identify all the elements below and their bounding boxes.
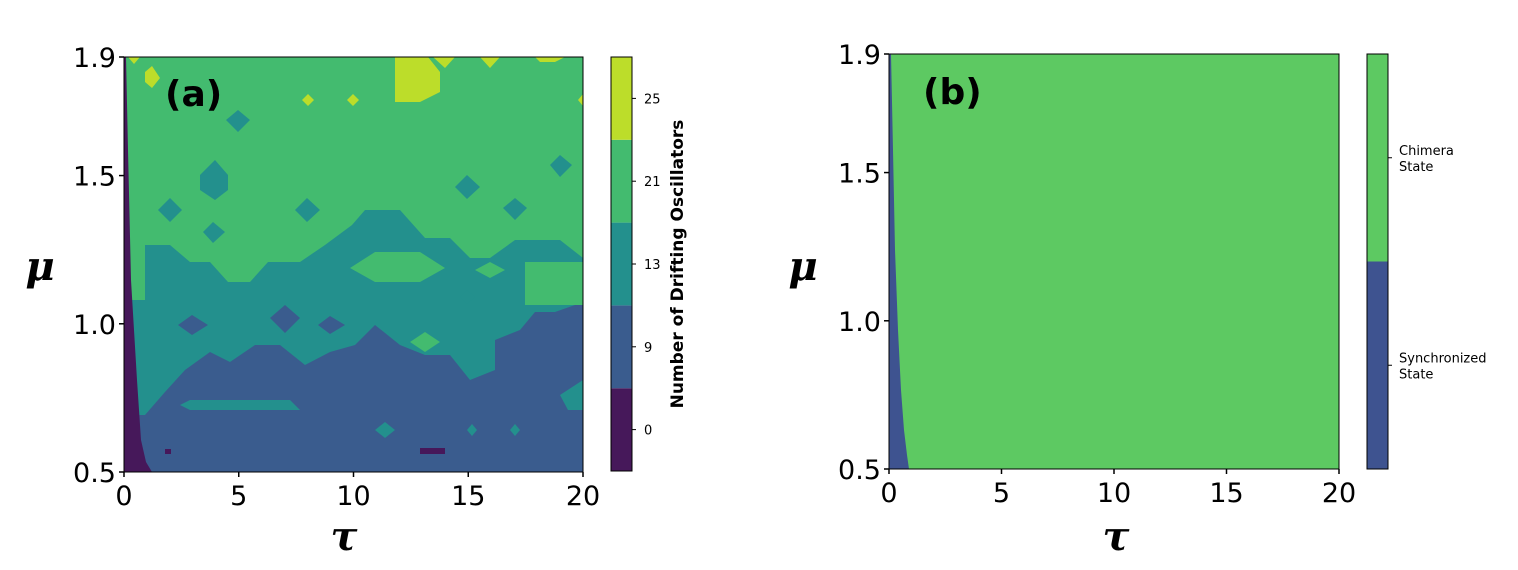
colorbar-a-tick-label: 13 bbox=[644, 258, 661, 273]
region-synchronized-state bbox=[889, 54, 909, 469]
region-level-13-island bbox=[455, 175, 480, 199]
y-tick-label: 1.0 bbox=[73, 310, 116, 341]
y-tick-label: 0.5 bbox=[73, 458, 116, 489]
region-chimera-state bbox=[889, 54, 1339, 469]
x-tick-label: 10 bbox=[336, 481, 370, 512]
y-tick-label: 1.5 bbox=[838, 159, 881, 190]
region-level-9-island bbox=[178, 315, 208, 335]
y-tick-label: 1.9 bbox=[838, 40, 881, 71]
colorbar-a-level bbox=[611, 139, 632, 223]
region-level-25 bbox=[302, 94, 314, 106]
region-level-13-island bbox=[550, 155, 572, 177]
y-tick-label: 0.5 bbox=[838, 455, 881, 486]
colorbar-b-tick-label: Chimera State bbox=[1399, 144, 1454, 175]
region-level-25 bbox=[347, 94, 359, 106]
region-level-25 bbox=[395, 57, 440, 102]
colorbar-b-tick-label: Synchronized State bbox=[1399, 351, 1487, 382]
x-tick-label: 5 bbox=[993, 478, 1010, 509]
region-level-13-island bbox=[203, 222, 225, 243]
region-level-9-island bbox=[318, 316, 345, 334]
y-tick-label: 1.0 bbox=[838, 307, 881, 338]
y-ticks-b: 0.5 1.0 1.5 1.9 bbox=[838, 40, 889, 486]
colorbar-a-levels bbox=[611, 57, 632, 471]
x-tick-label: 10 bbox=[1097, 478, 1131, 509]
y-axis-label-a: μ bbox=[25, 243, 54, 290]
region-level-25 bbox=[578, 94, 583, 106]
region-level-13-island bbox=[503, 198, 527, 220]
heatmap-b bbox=[889, 54, 1339, 469]
region-level-13-island bbox=[467, 424, 477, 436]
colorbar-a-level bbox=[611, 57, 632, 140]
colorbar-b-level bbox=[1367, 54, 1388, 262]
x-tick-label: 20 bbox=[566, 481, 600, 512]
y-ticks-a: 0.5 1.0 1.5 1.9 bbox=[73, 43, 124, 489]
region-level-13-island bbox=[180, 400, 300, 410]
region-level-21-pocket bbox=[410, 332, 440, 352]
region-level-13-island bbox=[226, 110, 250, 132]
colorbar-b-frame bbox=[1366, 53, 1389, 470]
colorbar-b-ticks: Chimera State Synchronized State bbox=[1388, 144, 1487, 382]
x-ticks-a: 0 5 10 15 20 bbox=[115, 472, 600, 512]
region-level-25 bbox=[535, 57, 565, 62]
region-level-25 bbox=[128, 57, 140, 64]
region-level-13-island bbox=[200, 160, 228, 200]
colorbar-a-level bbox=[611, 388, 632, 471]
region-level-13-island bbox=[375, 422, 395, 438]
region-level-13-island bbox=[158, 198, 182, 222]
colorbar-a-tick-label: 21 bbox=[644, 175, 661, 190]
region-level-0 bbox=[124, 57, 152, 472]
y-tick-label: 1.5 bbox=[73, 162, 116, 193]
y-axis-label-b: μ bbox=[788, 243, 817, 290]
colorbar-a-ticks: 0 9 13 21 25 bbox=[632, 92, 661, 439]
x-tick-label: 0 bbox=[115, 481, 132, 512]
x-ticks-b: 0 5 10 15 20 bbox=[880, 469, 1356, 509]
colorbar-a-label: Number of Drifting Oscillators bbox=[668, 120, 688, 409]
x-tick-label: 15 bbox=[451, 481, 485, 512]
region-level-13-island bbox=[560, 380, 583, 410]
region-level-9-island bbox=[270, 305, 300, 333]
x-axis-label-b: τ bbox=[1103, 513, 1130, 560]
colorbar-a: 0 9 13 21 25 Number of Drifting Oscillators bbox=[610, 56, 688, 472]
x-axis-label-a: τ bbox=[331, 513, 358, 560]
colorbar-b-level bbox=[1367, 261, 1388, 469]
colorbar-a-level bbox=[611, 222, 632, 306]
panel-a: 0 5 10 15 20 0.5 1.0 1.5 1.9 τ μ (a) 0 9 13 21 25 N… bbox=[25, 43, 688, 560]
panel-label-a: (a) bbox=[165, 74, 222, 115]
region-level-21-pocket bbox=[350, 252, 445, 282]
colorbar-a-tick-label: 9 bbox=[644, 341, 652, 356]
region-level-0-speck bbox=[165, 449, 171, 454]
colorbar-b-levels bbox=[1367, 54, 1388, 469]
region-level-13-island bbox=[295, 198, 320, 222]
region-level-25 bbox=[145, 66, 160, 88]
x-tick-label: 20 bbox=[1322, 478, 1356, 509]
colorbar-a-tick-label: 25 bbox=[644, 92, 661, 107]
region-level-21-pocket bbox=[475, 262, 505, 278]
x-tick-label: 0 bbox=[880, 478, 897, 509]
region-level-21-pocket bbox=[525, 262, 583, 305]
colorbar-a-tick-label: 0 bbox=[644, 424, 652, 439]
region-level-0-speck bbox=[420, 448, 445, 454]
colorbar-b: Chimera State Synchronized State bbox=[1366, 53, 1487, 470]
panel-b: 0 5 10 15 20 0.5 1.0 1.5 1.9 τ μ (b) Chimera Sta… bbox=[788, 40, 1486, 560]
region-level-13-island bbox=[510, 424, 520, 436]
x-tick-label: 15 bbox=[1209, 478, 1243, 509]
panel-label-b: (b) bbox=[923, 72, 982, 113]
region-level-13-island bbox=[460, 290, 475, 304]
x-tick-label: 5 bbox=[230, 481, 247, 512]
y-tick-label: 1.9 bbox=[73, 43, 116, 74]
heatmap-a bbox=[124, 57, 583, 472]
colorbar-a-level bbox=[611, 305, 632, 389]
region-level-25 bbox=[480, 57, 500, 68]
region-level-25 bbox=[433, 57, 455, 68]
